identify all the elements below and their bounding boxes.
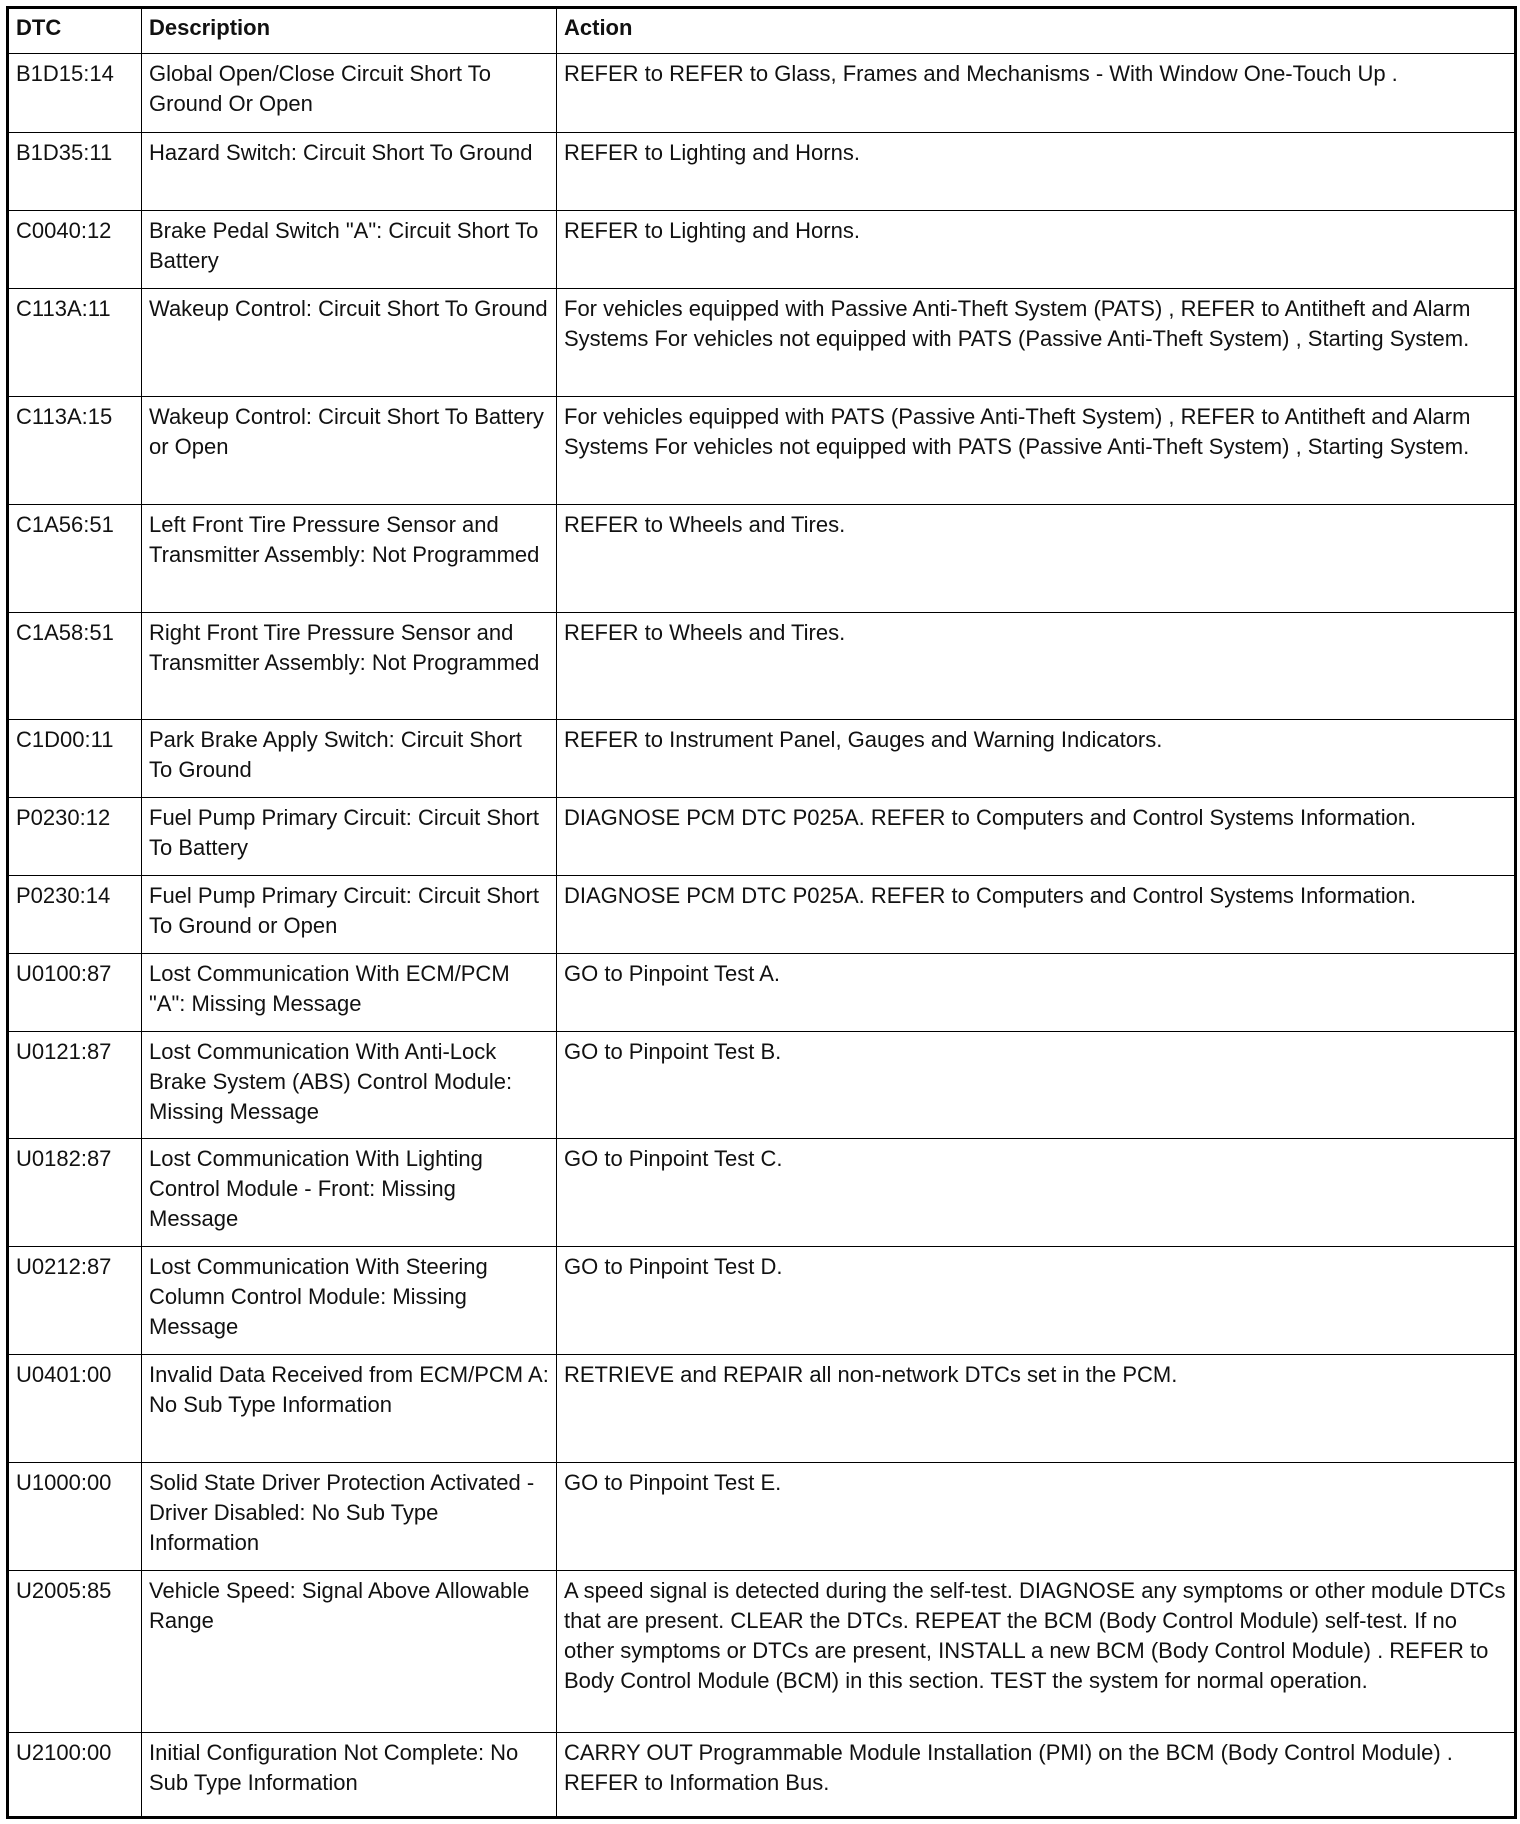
description-cell: Right Front Tire Pressure Sensor and Tra… xyxy=(141,612,557,720)
description-cell: Hazard Switch: Circuit Short To Ground xyxy=(141,132,557,211)
table-row: C1A56:51 Left Front Tire Pressure Sensor … xyxy=(7,504,1516,613)
table-row: B1D15:14 Global Open/Close Circuit Short … xyxy=(7,53,1516,133)
action-cell: REFER to Lighting and Horns. xyxy=(556,210,1516,289)
action-cell: CARRY OUT Programmable Module Installati… xyxy=(556,1732,1516,1818)
dtc-cell: U2005:85 xyxy=(7,1570,142,1733)
dtc-cell: C0040:12 xyxy=(7,210,142,289)
action-cell: A speed signal is detected during the se… xyxy=(556,1570,1516,1733)
description-cell: Left Front Tire Pressure Sensor and Tran… xyxy=(141,504,557,613)
table-row: C113A:15 Wakeup Control: Circuit Short To… xyxy=(7,396,1516,505)
action-cell: For vehicles equipped with Passive Anti-… xyxy=(556,288,1516,397)
dtc-cell: U1000:00 xyxy=(7,1462,142,1571)
table-row: P0230:12 Fuel Pump Primary Circuit: Circu… xyxy=(7,797,1516,876)
dtc-cell: P0230:12 xyxy=(7,797,142,876)
table-row: U1000:00 Solid State Driver Protection Ac… xyxy=(7,1462,1516,1571)
table-row: U0182:87 Lost Communication With Lighting… xyxy=(7,1138,1516,1247)
action-cell: REFER to Wheels and Tires. xyxy=(556,504,1516,613)
description-cell: Solid State Driver Protection Activated … xyxy=(141,1462,557,1571)
action-cell: REFER to Wheels and Tires. xyxy=(556,612,1516,720)
description-cell: Lost Communication With Anti-Lock Brake … xyxy=(141,1031,557,1139)
action-cell: DIAGNOSE PCM DTC P025A. REFER to Compute… xyxy=(556,875,1516,954)
table-row: P0230:14 Fuel Pump Primary Circuit: Circu… xyxy=(7,875,1516,954)
column-header: DTC xyxy=(7,7,142,54)
dtc-cell: B1D15:14 xyxy=(7,53,142,133)
dtc-cell: B1D35:11 xyxy=(7,132,142,211)
dtc-table: DTC Description Action B1D15:14 Global Open… xyxy=(6,6,1517,1819)
table-row: C113A:11 Wakeup Control: Circuit Short To… xyxy=(7,288,1516,397)
description-cell: Lost Communication With ECM/PCM "A": Mis… xyxy=(141,953,557,1032)
description-cell: Wakeup Control: Circuit Short To Ground xyxy=(141,288,557,397)
dtc-cell: U0182:87 xyxy=(7,1138,142,1247)
dtc-cell: U0100:87 xyxy=(7,953,142,1032)
table-row: U0100:87 Lost Communication With ECM/PCM … xyxy=(7,953,1516,1032)
dtc-cell: C113A:11 xyxy=(7,288,142,397)
table-row: C0040:12 Brake Pedal Switch "A": Circuit … xyxy=(7,210,1516,289)
action-cell: RETRIEVE and REPAIR all non-network DTCs… xyxy=(556,1354,1516,1463)
column-header: Action xyxy=(556,7,1516,54)
action-cell: DIAGNOSE PCM DTC P025A. REFER to Compute… xyxy=(556,797,1516,876)
dtc-cell: C1A56:51 xyxy=(7,504,142,613)
action-cell: GO to Pinpoint Test C. xyxy=(556,1138,1516,1247)
table-row: C1D00:11 Park Brake Apply Switch: Circuit… xyxy=(7,719,1516,798)
description-cell: Initial Configuration Not Complete: No S… xyxy=(141,1732,557,1818)
description-cell: Vehicle Speed: Signal Above Allowable Ra… xyxy=(141,1570,557,1733)
description-cell: Fuel Pump Primary Circuit: Circuit Short… xyxy=(141,875,557,954)
table-body: B1D15:14 Global Open/Close Circuit Short … xyxy=(7,53,1516,1818)
description-cell: Brake Pedal Switch "A": Circuit Short To… xyxy=(141,210,557,289)
description-cell: Global Open/Close Circuit Short To Groun… xyxy=(141,53,557,133)
dtc-cell: U0401:00 xyxy=(7,1354,142,1463)
table-row: U0401:00 Invalid Data Received from ECM/P… xyxy=(7,1354,1516,1463)
description-cell: Lost Communication With Lighting Control… xyxy=(141,1138,557,1247)
action-cell: GO to Pinpoint Test E. xyxy=(556,1462,1516,1571)
table-row: B1D35:11 Hazard Switch: Circuit Short To … xyxy=(7,132,1516,211)
action-cell: REFER to Instrument Panel, Gauges and Wa… xyxy=(556,719,1516,798)
table-row: U2005:85 Vehicle Speed: Signal Above Allo… xyxy=(7,1570,1516,1733)
table-row: C1A58:51 Right Front Tire Pressure Sensor… xyxy=(7,612,1516,720)
table-row: U0212:87 Lost Communication With Steering… xyxy=(7,1246,1516,1355)
dtc-cell: P0230:14 xyxy=(7,875,142,954)
dtc-cell: C1A58:51 xyxy=(7,612,142,720)
description-cell: Wakeup Control: Circuit Short To Battery… xyxy=(141,396,557,505)
action-cell: REFER to Lighting and Horns. xyxy=(556,132,1516,211)
header-row: DTC Description Action xyxy=(7,7,1516,54)
column-header: Description xyxy=(141,7,557,54)
dtc-cell: U0121:87 xyxy=(7,1031,142,1139)
action-cell: REFER to REFER to Glass, Frames and Mech… xyxy=(556,53,1516,133)
description-cell: Invalid Data Received from ECM/PCM A: No… xyxy=(141,1354,557,1463)
description-cell: Lost Communication With Steering Column … xyxy=(141,1246,557,1355)
dtc-cell: C113A:15 xyxy=(7,396,142,505)
description-cell: Park Brake Apply Switch: Circuit Short T… xyxy=(141,719,557,798)
dtc-cell: U0212:87 xyxy=(7,1246,142,1355)
table-row: U0121:87 Lost Communication With Anti-Loc… xyxy=(7,1031,1516,1139)
dtc-cell: C1D00:11 xyxy=(7,719,142,798)
action-cell: GO to Pinpoint Test B. xyxy=(556,1031,1516,1139)
action-cell: GO to Pinpoint Test D. xyxy=(556,1246,1516,1355)
action-cell: GO to Pinpoint Test A. xyxy=(556,953,1516,1032)
action-cell: For vehicles equipped with PATS (Passive… xyxy=(556,396,1516,505)
description-cell: Fuel Pump Primary Circuit: Circuit Short… xyxy=(141,797,557,876)
dtc-cell: U2100:00 xyxy=(7,1732,142,1818)
table-row: U2100:00 Initial Configuration Not Comple… xyxy=(7,1732,1516,1818)
